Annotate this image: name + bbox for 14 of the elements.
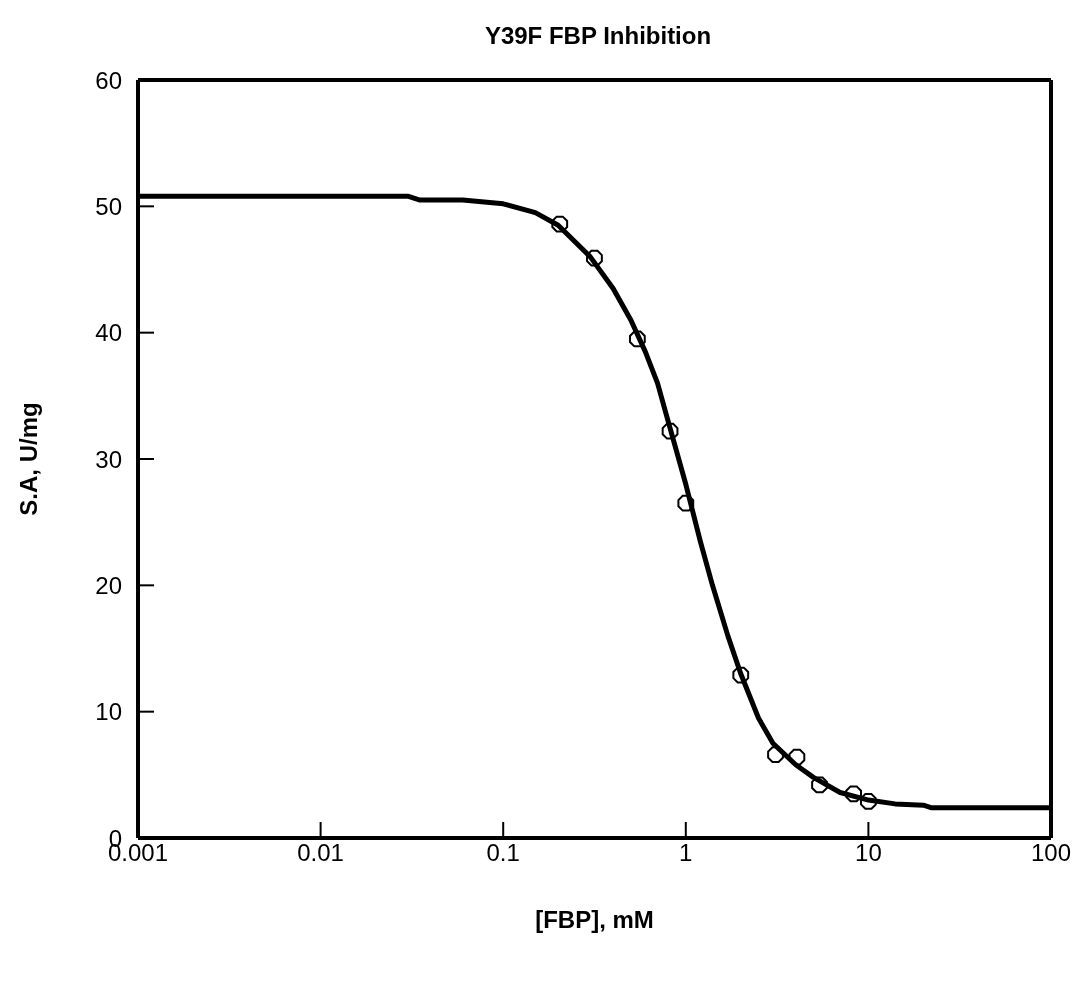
- y-tick-label: 20: [95, 571, 122, 599]
- y-tick-label: 40: [95, 319, 122, 347]
- y-tick-label: 10: [95, 698, 122, 726]
- x-tick-label: 10: [855, 839, 882, 867]
- chart-title: Y39F FBP Inhibition: [483, 22, 713, 50]
- x-tick-label: 100: [1030, 839, 1072, 867]
- x-tick-label: 0.01: [297, 839, 344, 867]
- y-tick-label: 60: [95, 66, 122, 94]
- y-tick-label: 30: [95, 445, 122, 473]
- y-axis-title: S.A, U/mg: [14, 402, 42, 516]
- x-tick-label: 0.1: [486, 839, 520, 867]
- y-tick-label: 50: [95, 192, 122, 220]
- x-tick-label: 1: [679, 839, 693, 867]
- x-axis-title: [FBP], mM: [535, 906, 654, 933]
